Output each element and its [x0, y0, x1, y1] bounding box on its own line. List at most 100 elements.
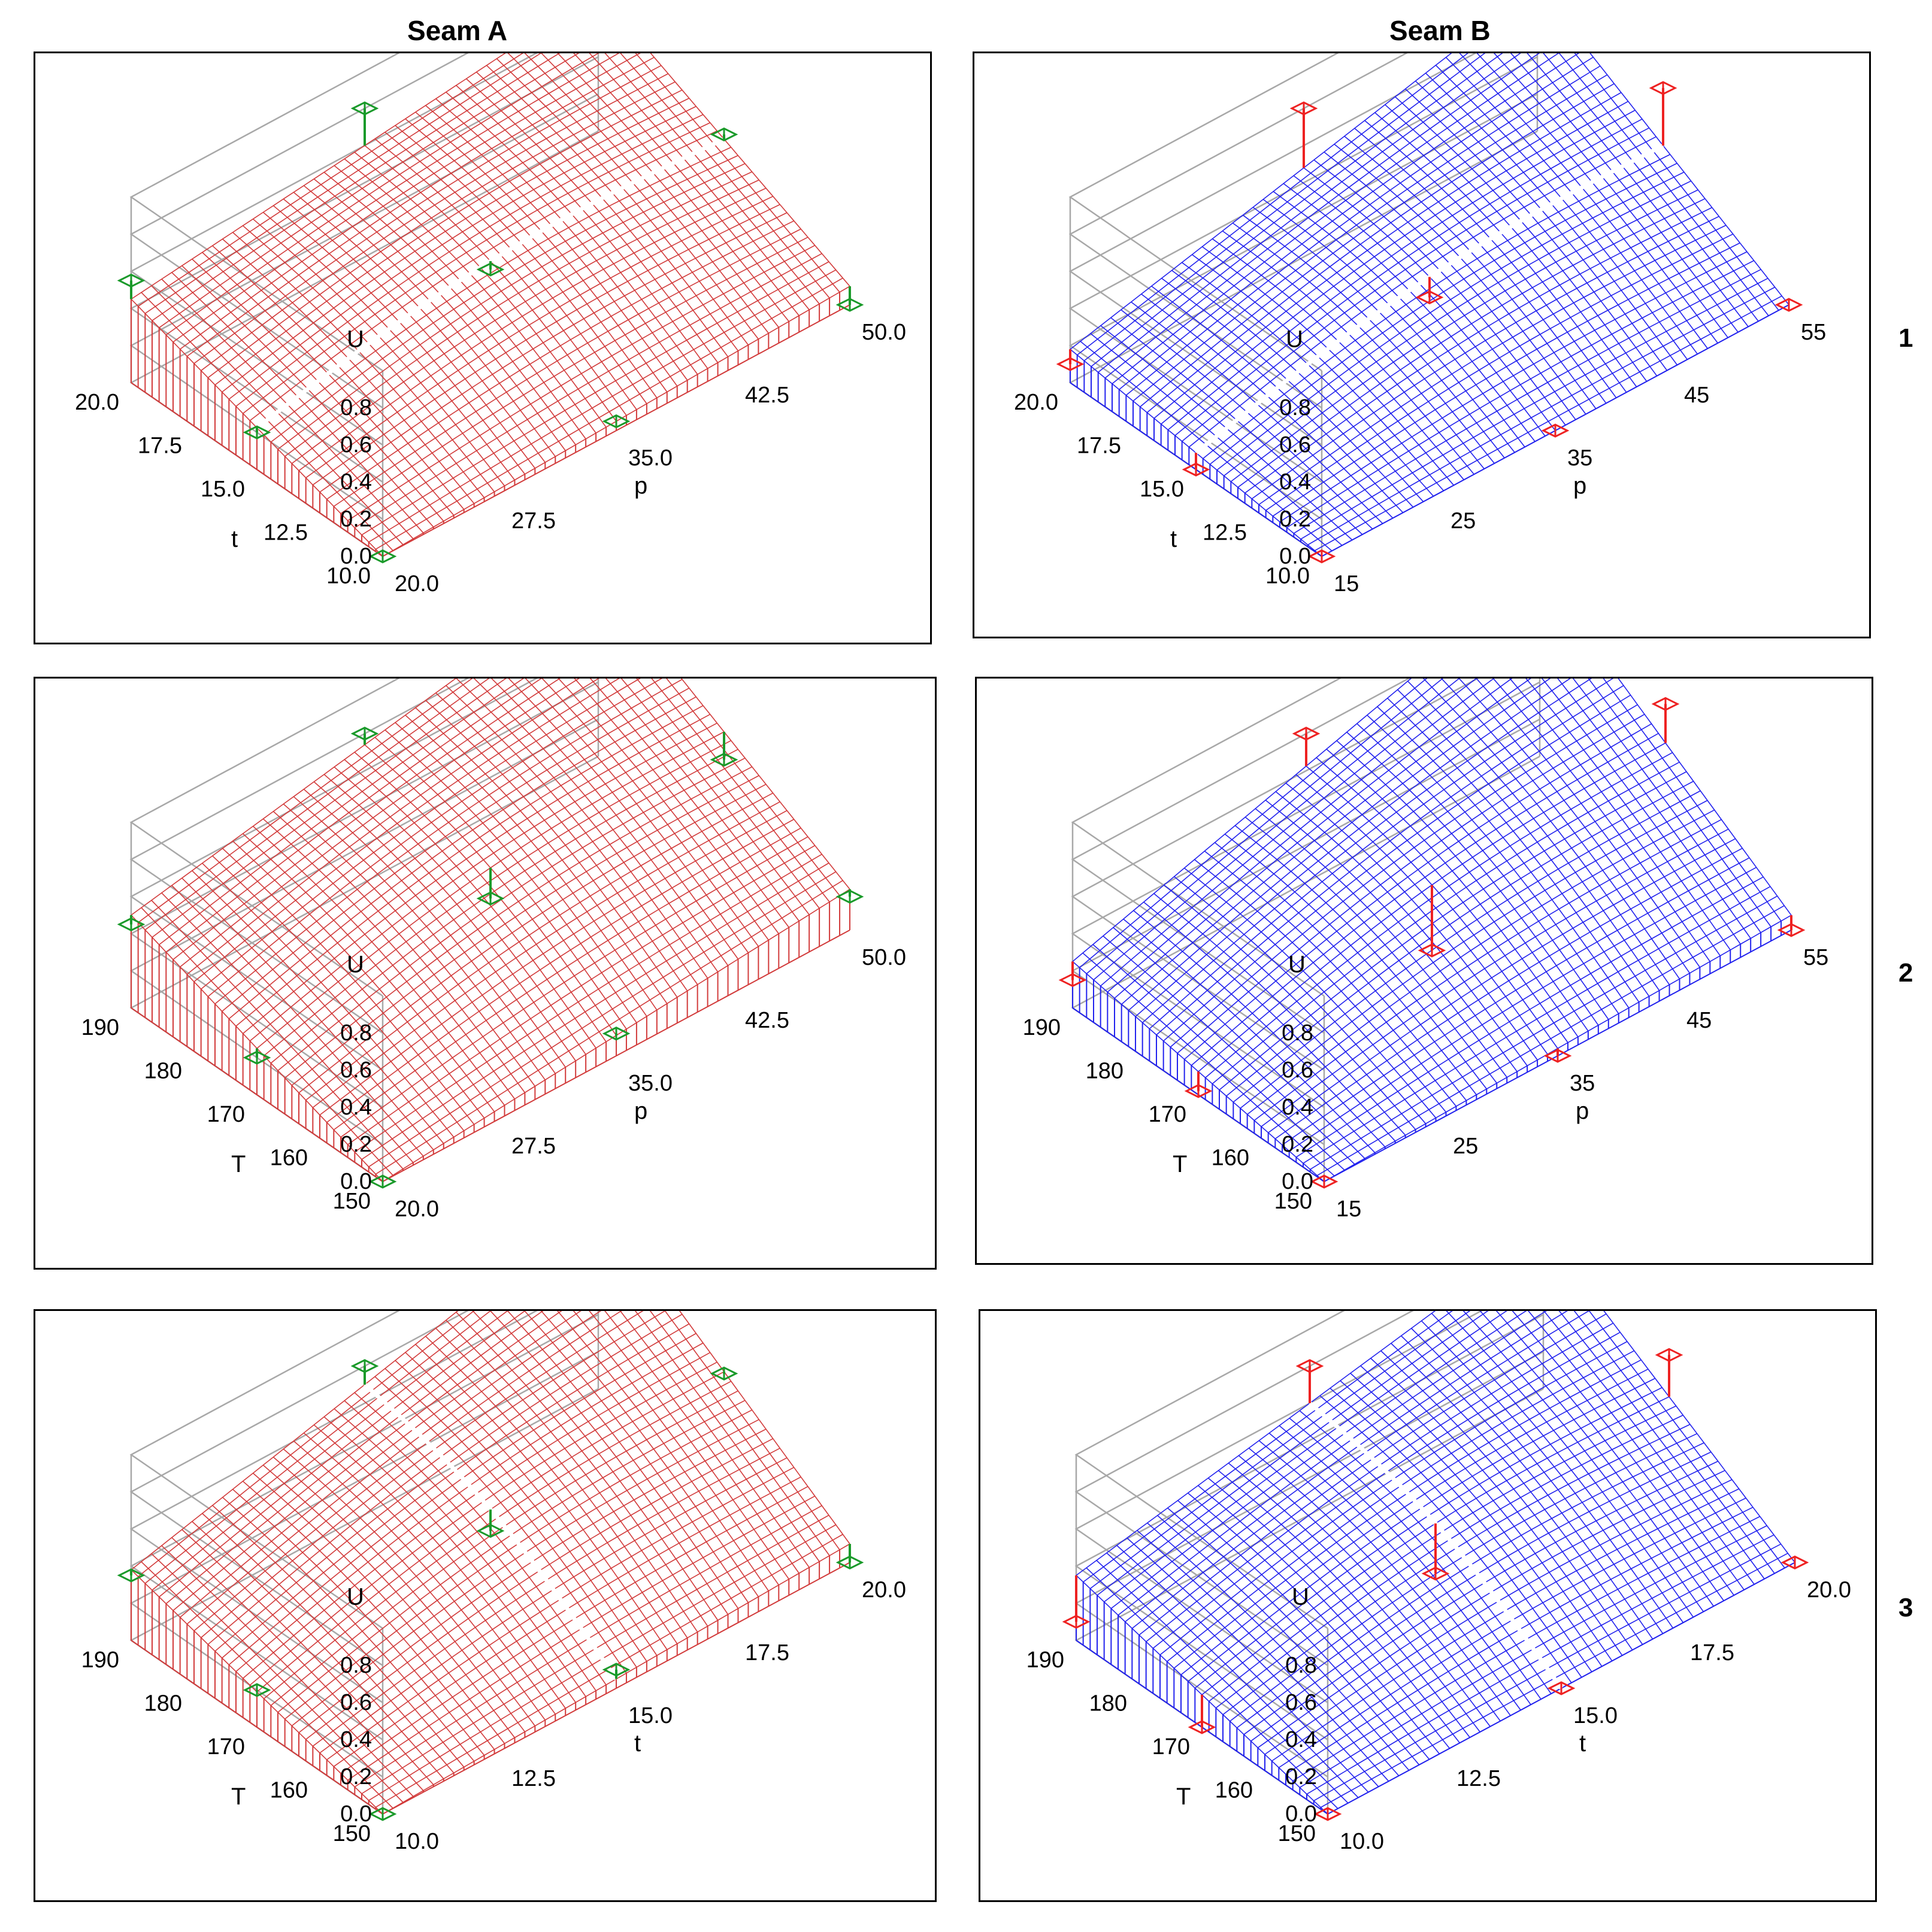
- mesh-line: [1431, 1313, 1684, 1623]
- x-tick-label: 25: [1453, 1134, 1478, 1159]
- design-point-marker: [710, 752, 738, 767]
- mesh-line: [1238, 1455, 1491, 1727]
- design-point-marker: [602, 1026, 631, 1041]
- mesh-line: [1285, 782, 1538, 1061]
- mesh-line: [333, 827, 801, 1131]
- mesh-line: [1558, 1311, 1765, 1579]
- z-tick-label: 0.0: [1279, 544, 1311, 569]
- axis-labels-A1: 0.0 0.2 0.4 0.6 0.8 U 20.0 17.5 15.0 12.5 10.0 t 20.…: [75, 320, 906, 596]
- mesh-line: [1224, 834, 1477, 1095]
- mesh-line: [1572, 679, 1761, 933]
- row-label-1: 1: [1898, 323, 1913, 353]
- x-tick-label: 15.0: [1573, 1703, 1618, 1728]
- mesh-line: [558, 679, 769, 941]
- design-point-marker: [1649, 81, 1677, 95]
- mesh-line: [1161, 101, 1629, 425]
- design-point-marker: [350, 101, 379, 116]
- surface-plot-A1: 0.0 0.2 0.4 0.6 0.8 U 20.0 17.5 15.0 12.5 10.0 t 20.…: [75, 53, 906, 596]
- mesh-line: [1387, 698, 1640, 1003]
- mesh-line: [1147, 1522, 1400, 1776]
- mesh-line: [1391, 1343, 1643, 1645]
- z-tick-label: 0.0: [340, 544, 372, 569]
- z-tick-label: 0.2: [1279, 507, 1311, 532]
- mesh-line: [604, 1311, 800, 1574]
- mesh-line: [303, 789, 556, 1074]
- mesh-line: [1167, 1350, 1635, 1663]
- mesh-line: [228, 1333, 697, 1665]
- mesh-line: [334, 1408, 586, 1697]
- mesh-line: [395, 722, 647, 1017]
- mesh-line: [435, 1328, 688, 1639]
- mesh-line: [446, 1319, 698, 1633]
- mesh-line: [1194, 859, 1447, 1113]
- design-point-marker: [1774, 298, 1803, 312]
- mesh-line: [1306, 765, 1558, 1049]
- design-point-marker: [1062, 1615, 1091, 1629]
- mesh-line: [1462, 1311, 1704, 1612]
- mesh-line: [354, 752, 607, 1042]
- mesh-line: [1458, 679, 1691, 974]
- mesh-line: [1603, 679, 1782, 922]
- design-points-B1: [1056, 81, 1803, 564]
- x-tick-label: 20.0: [395, 1197, 439, 1222]
- y-tick-label: 12.5: [1203, 520, 1247, 546]
- design-point-marker: [1541, 423, 1570, 438]
- y-tick-label: 190: [81, 1648, 119, 1673]
- mesh-line: [525, 679, 749, 953]
- mesh-line: [222, 1497, 475, 1762]
- x-axis-label: p: [1573, 473, 1586, 499]
- base-edge: [131, 382, 383, 557]
- x-tick-label: 55: [1803, 945, 1828, 970]
- mesh-line: [1207, 1477, 1461, 1743]
- x-tick-label: 42.5: [745, 1008, 789, 1033]
- mesh-line: [1316, 905, 1785, 1176]
- design-point-marker: [476, 891, 505, 906]
- y-tick-label: 15.0: [1140, 477, 1184, 502]
- mesh-line: [283, 1448, 535, 1727]
- mesh-line: [161, 1545, 414, 1797]
- y-tick-label: 180: [144, 1691, 182, 1716]
- z-tick-label: 0.6: [1285, 1690, 1317, 1715]
- mesh-line: [1123, 918, 1376, 1153]
- mesh-line: [1543, 1311, 1755, 1585]
- z-tick-label: 0.2: [340, 507, 372, 532]
- mesh-line: [141, 907, 393, 1176]
- mesh-line: [256, 138, 725, 428]
- x-tick-label: 15: [1336, 1197, 1361, 1222]
- mesh-line: [405, 714, 658, 1010]
- mesh-line: [293, 1440, 546, 1721]
- mesh-line: [589, 1311, 789, 1580]
- mesh-line: [1268, 1433, 1521, 1710]
- y-tick-label: 15.0: [201, 477, 245, 502]
- mesh-line: [344, 759, 596, 1049]
- surface-plot-B3: 0.0 0.2 0.4 0.6 0.8 U 190 180 170 160 150 T 10.0 12.5…: [1026, 1311, 1851, 1854]
- mesh-line: [589, 679, 789, 928]
- mesh-line: [1114, 679, 1513, 999]
- mesh-line: [384, 1368, 637, 1668]
- mesh-line: [1138, 1313, 1607, 1636]
- x-axis-label: t: [1579, 1730, 1586, 1757]
- mesh-line: [1494, 53, 1728, 338]
- mesh-line: [1167, 1507, 1420, 1766]
- design-point-marker: [602, 1663, 631, 1677]
- column-title-seam-a: Seam A: [407, 15, 508, 46]
- mesh-line: [472, 1311, 719, 1621]
- mesh-line: [540, 1311, 759, 1597]
- design-point-marker: [1182, 462, 1210, 477]
- design-point-marker: [243, 425, 271, 440]
- y-tick-label: 150: [1274, 1189, 1312, 1214]
- design-point-marker: [1415, 290, 1444, 305]
- mesh-line: [340, 1486, 808, 1774]
- mesh-line: [435, 692, 688, 992]
- axis-labels-A2: 0.0 0.2 0.4 0.6 0.8 U 190 180 170 160 150 T 20.0 27.5…: [81, 945, 906, 1222]
- mesh-line: [1222, 230, 1474, 475]
- mesh-line: [1370, 1358, 1623, 1656]
- z-tick-label: 0.2: [1282, 1132, 1313, 1157]
- y-tick-label: 10.0: [1265, 564, 1310, 589]
- base-edge: [131, 1007, 383, 1182]
- mesh-line: [192, 1521, 444, 1779]
- mesh-line: [679, 1311, 850, 1545]
- mesh-line: [666, 679, 840, 896]
- z-tick-label: 0.0: [1282, 1169, 1313, 1194]
- z-tick-label: 0.6: [340, 1058, 372, 1083]
